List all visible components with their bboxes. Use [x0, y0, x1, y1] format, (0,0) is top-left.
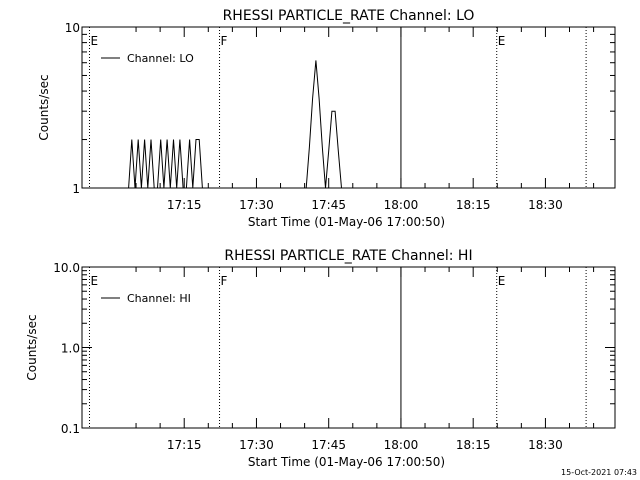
x-tick-label-0-0: 17:15 — [167, 198, 202, 212]
event-marker-label-1-1: F — [221, 274, 228, 288]
y-tick-label-1-2: 10.0 — [53, 261, 80, 275]
lo-channel-panel: RHESSI PARTICLE_RATE Channel: LO Counts/… — [37, 8, 616, 229]
y-tick-label-1-1: 1.0 — [61, 342, 80, 356]
x-tick-label-1-2: 17:45 — [311, 438, 346, 452]
event-marker-label-1-0: E — [90, 274, 98, 288]
lo-y-axis-label: Counts/sec — [37, 74, 51, 140]
event-marker-label-1-3: E — [498, 274, 506, 288]
hi-legend-label: Channel: HI — [127, 292, 191, 305]
x-tick-label-1-4: 18:15 — [456, 438, 491, 452]
hi-channel-panel: RHESSI PARTICLE_RATE Channel: HI Counts/… — [25, 248, 616, 469]
y-tick-label-0-1: 10 — [65, 21, 80, 35]
y-tick-label-0-0: 1 — [72, 182, 80, 196]
lo-x-axis-label: Start Time (01-May-06 17:00:50) — [248, 215, 445, 229]
x-tick-label-1-3: 18:00 — [384, 438, 419, 452]
x-tick-label-1-5: 18:30 — [528, 438, 563, 452]
series-line-0-0 — [128, 60, 345, 189]
hi-y-axis-label: Counts/sec — [25, 314, 39, 380]
hi-chart-marks: 0.1 1.0 10.0 17:15 17:30 17:45 18:00 18:15 18:30… — [53, 261, 615, 452]
y-tick-label-1-0: 0.1 — [61, 422, 80, 436]
hi-chart-title: RHESSI PARTICLE_RATE Channel: HI — [224, 248, 472, 264]
x-tick-label-0-4: 18:15 — [456, 198, 491, 212]
lo-plot-frame — [81, 26, 616, 189]
footer-timestamp: 15-Oct-2021 07:43 — [561, 468, 637, 477]
lo-chart-marks: 1 10 17:15 17:30 17:45 18:00 18:15 18:30 E F E — [65, 21, 615, 212]
x-tick-label-0-2: 17:45 — [311, 198, 346, 212]
x-tick-label-1-0: 17:15 — [167, 438, 202, 452]
event-marker-label-0-0: E — [90, 34, 98, 48]
hi-x-axis-label: Start Time (01-May-06 17:00:50) — [248, 455, 445, 469]
lo-legend-label: Channel: LO — [127, 52, 194, 65]
x-tick-label-0-5: 18:30 — [528, 198, 563, 212]
event-marker-label-0-1: F — [221, 34, 228, 48]
event-marker-label-0-3: E — [498, 34, 506, 48]
x-tick-label-0-1: 17:30 — [239, 198, 274, 212]
x-tick-label-0-3: 18:00 — [384, 198, 419, 212]
lo-chart-title: RHESSI PARTICLE_RATE Channel: LO — [223, 8, 475, 24]
x-tick-label-1-1: 17:30 — [239, 438, 274, 452]
